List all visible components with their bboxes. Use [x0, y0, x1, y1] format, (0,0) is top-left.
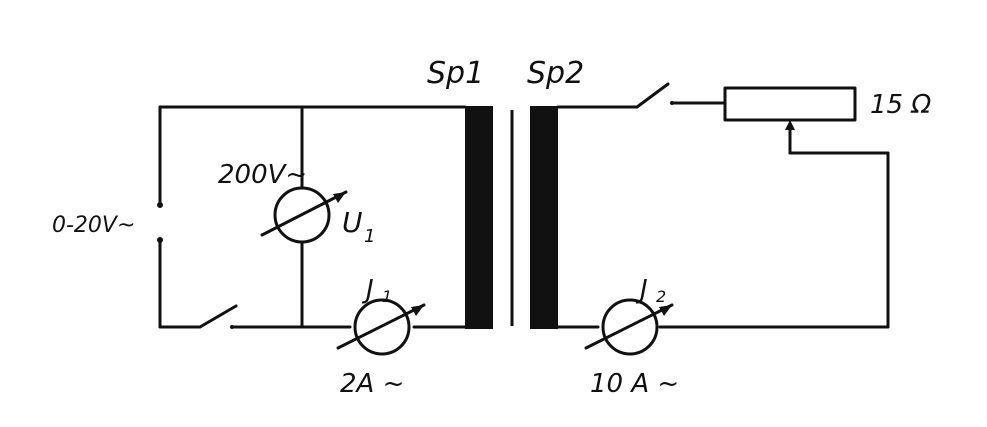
voltmeter-circle [273, 186, 331, 244]
ammeter2-arrowhead [659, 305, 672, 316]
primary-winding [465, 106, 493, 329]
supply-label: 0-20V~ [52, 213, 135, 238]
voltmeter-range-label: 200V~ [218, 160, 307, 190]
supply-terminals [157, 202, 163, 243]
rheostat-wiper-arrow [785, 120, 795, 130]
ammeter2-subscript: 2 [656, 287, 666, 306]
ammeter1-arrowhead [411, 305, 424, 316]
resistor-label: 15 Ω [870, 90, 931, 120]
voltmeter-u1 [260, 186, 348, 244]
rheostat-body [723, 86, 857, 122]
sp2-label: Sp2 [527, 56, 584, 91]
terminal-top [157, 202, 163, 208]
secondary-switch [635, 82, 674, 109]
ammeter2-arrow [584, 303, 674, 350]
primary-switch [198, 304, 238, 329]
switch-contact [230, 325, 234, 329]
secondary-wires [556, 101, 890, 329]
sp1-label: Sp1 [427, 56, 484, 91]
switch2-blade [635, 82, 670, 109]
transformer [465, 106, 558, 329]
switch-blade [198, 304, 238, 329]
rheostat [723, 86, 857, 130]
switch2-contact [670, 101, 674, 105]
primary-wires [158, 105, 467, 329]
voltmeter-arrowhead [333, 192, 346, 203]
ammeter1-symbol: J [361, 275, 374, 305]
terminal-bottom [157, 237, 163, 243]
ammeter1-circle [353, 298, 411, 356]
ammeter1-range-label: 2A ~ [340, 369, 404, 399]
secondary-winding [530, 106, 558, 329]
ammeter1-arrow [336, 303, 426, 350]
voltmeter-subscript: 1 [364, 226, 375, 247]
ammeter2-range-label: 10 A ~ [590, 369, 679, 399]
ammeter2-circle [601, 298, 659, 356]
ammeter-j1 [336, 298, 426, 356]
voltmeter-symbol: U [342, 206, 363, 239]
voltmeter-arrow [260, 190, 348, 237]
ammeter-j2 [584, 298, 674, 356]
ammeter1-subscript: 1 [382, 287, 392, 306]
